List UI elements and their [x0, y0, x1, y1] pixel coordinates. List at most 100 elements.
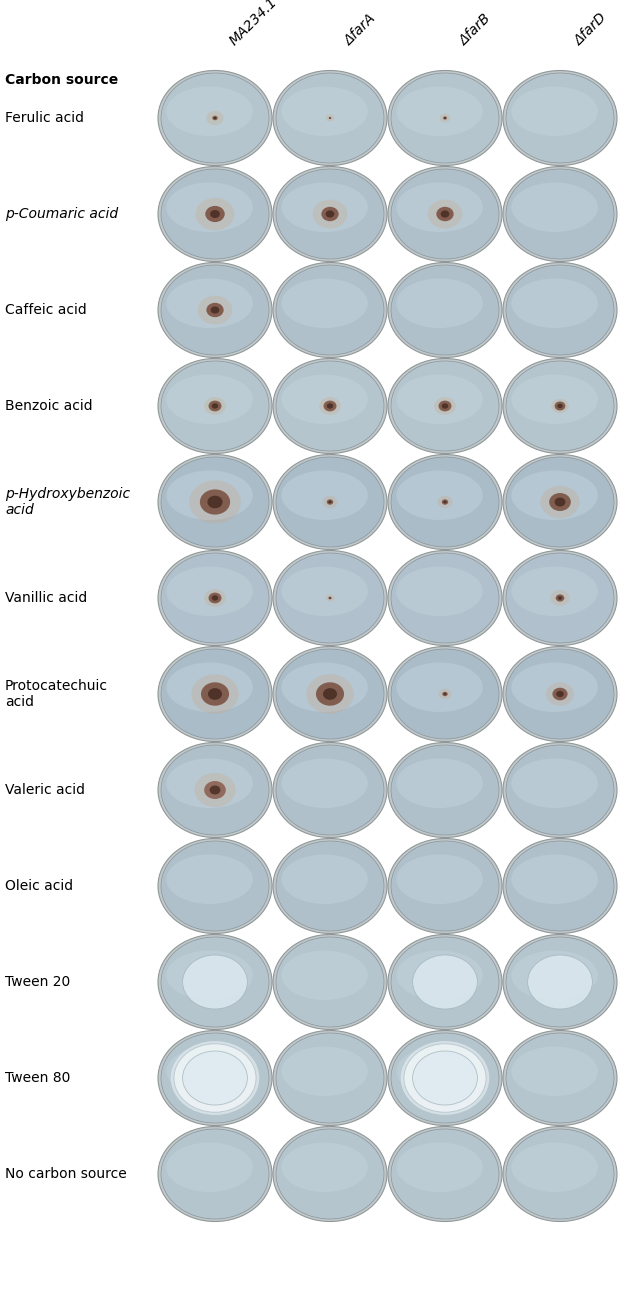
Ellipse shape [413, 955, 478, 1009]
Ellipse shape [438, 689, 452, 699]
Ellipse shape [329, 597, 331, 599]
Ellipse shape [396, 375, 483, 423]
Ellipse shape [512, 758, 598, 808]
Ellipse shape [554, 498, 565, 507]
Ellipse shape [282, 855, 368, 904]
Ellipse shape [551, 399, 569, 413]
Ellipse shape [158, 647, 272, 741]
Ellipse shape [161, 169, 269, 259]
Ellipse shape [204, 397, 226, 416]
Text: MA234.1: MA234.1 [227, 0, 280, 48]
Ellipse shape [158, 742, 272, 838]
Ellipse shape [326, 115, 335, 122]
Ellipse shape [503, 358, 617, 454]
Ellipse shape [503, 647, 617, 741]
Ellipse shape [282, 663, 368, 712]
Ellipse shape [276, 553, 384, 643]
Ellipse shape [209, 592, 222, 604]
Text: ΔfarD: ΔfarD [572, 10, 610, 48]
Ellipse shape [204, 782, 226, 799]
Ellipse shape [440, 210, 449, 217]
Ellipse shape [282, 566, 368, 616]
Ellipse shape [306, 674, 354, 714]
Ellipse shape [312, 200, 347, 229]
Ellipse shape [506, 361, 614, 451]
Ellipse shape [273, 455, 387, 549]
Ellipse shape [174, 1044, 256, 1112]
Ellipse shape [276, 840, 384, 931]
Ellipse shape [391, 840, 499, 931]
Text: Protocatechuic
acid: Protocatechuic acid [5, 678, 108, 710]
Ellipse shape [512, 471, 598, 520]
Text: Tween 20: Tween 20 [5, 975, 71, 989]
Ellipse shape [328, 597, 331, 600]
Text: Benzoic acid: Benzoic acid [5, 399, 93, 413]
Ellipse shape [396, 663, 483, 712]
Ellipse shape [200, 489, 230, 515]
Ellipse shape [273, 935, 387, 1030]
Ellipse shape [209, 401, 222, 412]
Ellipse shape [328, 501, 331, 503]
Ellipse shape [273, 71, 387, 166]
Text: Ferulic acid: Ferulic acid [5, 111, 84, 125]
Ellipse shape [161, 457, 269, 548]
Ellipse shape [506, 553, 614, 643]
Ellipse shape [158, 71, 272, 166]
Ellipse shape [388, 358, 502, 454]
Ellipse shape [396, 86, 483, 136]
Ellipse shape [210, 786, 220, 795]
Ellipse shape [442, 691, 448, 697]
Ellipse shape [201, 682, 229, 706]
Ellipse shape [198, 295, 232, 324]
Text: Oleic acid: Oleic acid [5, 880, 73, 893]
Ellipse shape [195, 197, 234, 230]
Ellipse shape [316, 682, 344, 706]
Text: p-Coumaric acid: p-Coumaric acid [5, 207, 118, 221]
Ellipse shape [388, 1030, 502, 1125]
Ellipse shape [553, 687, 568, 701]
Ellipse shape [512, 855, 598, 904]
Ellipse shape [391, 1033, 499, 1123]
Ellipse shape [512, 278, 598, 328]
Ellipse shape [321, 207, 339, 221]
Ellipse shape [276, 169, 384, 259]
Ellipse shape [158, 263, 272, 358]
Ellipse shape [396, 566, 483, 616]
Ellipse shape [276, 1129, 384, 1219]
Ellipse shape [506, 745, 614, 835]
Ellipse shape [440, 114, 450, 123]
Ellipse shape [388, 71, 502, 166]
Ellipse shape [506, 1129, 614, 1219]
Ellipse shape [503, 550, 617, 646]
Ellipse shape [503, 742, 617, 838]
Ellipse shape [549, 493, 571, 511]
Ellipse shape [161, 553, 269, 643]
Ellipse shape [183, 955, 248, 1009]
Ellipse shape [158, 839, 272, 933]
Ellipse shape [161, 1129, 269, 1219]
Ellipse shape [444, 118, 446, 119]
Ellipse shape [503, 71, 617, 166]
Ellipse shape [323, 495, 338, 508]
Ellipse shape [214, 116, 216, 119]
Ellipse shape [161, 265, 269, 356]
Ellipse shape [276, 265, 384, 356]
Ellipse shape [276, 745, 384, 835]
Ellipse shape [401, 1042, 490, 1115]
Ellipse shape [437, 207, 454, 221]
Text: Vanillic acid: Vanillic acid [5, 591, 87, 605]
Ellipse shape [391, 73, 499, 163]
Ellipse shape [273, 358, 387, 454]
Ellipse shape [282, 183, 368, 233]
Ellipse shape [503, 455, 617, 549]
Ellipse shape [273, 263, 387, 358]
Ellipse shape [282, 278, 368, 328]
Ellipse shape [442, 404, 448, 409]
Ellipse shape [396, 1047, 483, 1097]
Ellipse shape [166, 950, 253, 1000]
Ellipse shape [396, 950, 483, 1000]
Ellipse shape [282, 758, 368, 808]
Ellipse shape [207, 303, 224, 318]
Ellipse shape [512, 375, 598, 423]
Ellipse shape [391, 745, 499, 835]
